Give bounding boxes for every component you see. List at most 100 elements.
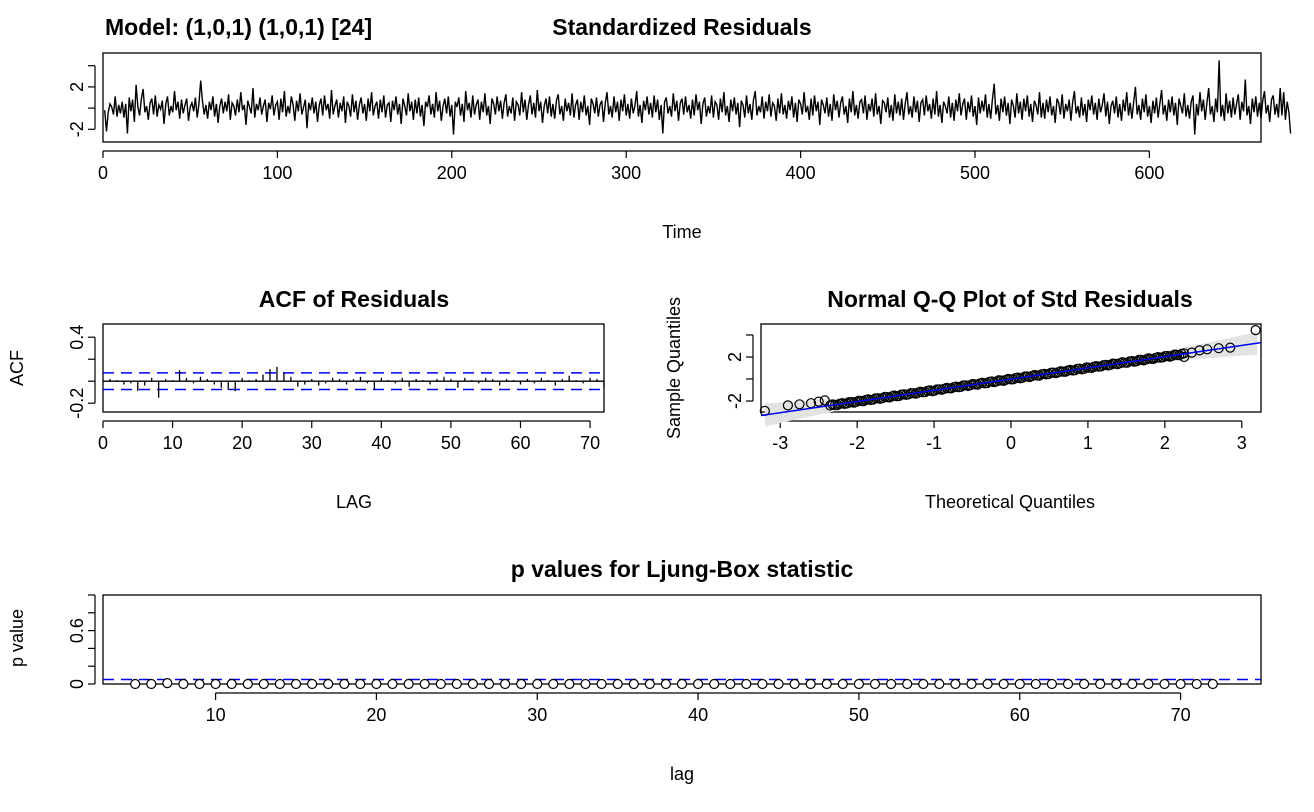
p-value-point	[1014, 678, 1025, 690]
p-value-point	[274, 678, 285, 690]
p-value-point	[242, 678, 253, 690]
ljung-box-title: p values for Ljung-Box statistic	[511, 556, 854, 582]
p-value-point	[290, 678, 302, 690]
p-value-point	[902, 678, 913, 690]
p-value-point	[966, 678, 977, 690]
x-tick-label: 3	[1237, 433, 1247, 453]
p-value-point	[258, 678, 269, 690]
acf-panel: 0 10 20 30 40 50 60 70 -0.2 0.4	[67, 323, 605, 453]
p-value-point	[869, 678, 881, 690]
p-value-point	[596, 678, 607, 690]
x-tick-label: 400	[786, 163, 816, 183]
p-value-point	[805, 678, 816, 690]
x-tick-label: 10	[206, 705, 226, 725]
p-value-point	[580, 678, 591, 690]
p-value-point	[885, 678, 897, 690]
qq-point	[819, 395, 830, 406]
y-tick-label: -2	[67, 121, 87, 137]
x-tick-label: 40	[371, 433, 391, 453]
plot-frame	[102, 323, 605, 413]
p-value-point	[1207, 678, 1218, 690]
p-value-point	[500, 678, 511, 690]
p-value-point	[934, 678, 945, 690]
qq-point	[1178, 351, 1190, 363]
p-value-point	[1127, 678, 1138, 690]
p-value-point	[403, 678, 414, 690]
p-value-point	[162, 677, 173, 689]
p-value-point	[178, 678, 189, 690]
p-value-point	[516, 678, 527, 690]
acf-xlabel: LAG	[336, 492, 372, 512]
qq-title: Normal Q-Q Plot of Std Residuals	[827, 286, 1192, 312]
residuals-title: Standardized Residuals	[552, 14, 811, 40]
y-tick-label: 2	[725, 352, 745, 362]
ljung-box-panel: 10 20 30 40 50 60 70 0 0.6	[67, 594, 1262, 725]
y-tick-label: 2	[67, 82, 87, 92]
qq-point	[782, 400, 794, 411]
x-tick-label: 30	[527, 705, 547, 725]
residuals-xlabel: Time	[662, 222, 701, 242]
qq-xlabel: Theoretical Quantiles	[925, 492, 1095, 512]
p-value-point	[1111, 678, 1122, 690]
p-value-point	[210, 678, 221, 690]
x-tick-label: 100	[262, 163, 292, 183]
p-value-point	[371, 678, 382, 690]
plot-frame	[102, 594, 1262, 685]
p-value-point	[1143, 678, 1154, 690]
p-value-point	[628, 678, 639, 690]
y-tick-label: -2	[725, 393, 745, 409]
y-tick-label: 0.6	[67, 618, 87, 643]
x-tick-label: 2	[1160, 433, 1170, 453]
x-tick-label: 0	[98, 163, 108, 183]
x-tick-label: 0	[1006, 433, 1016, 453]
ljung-box-ylabel: p value	[7, 609, 27, 667]
p-value-point	[773, 678, 784, 690]
p-value-point	[564, 678, 575, 690]
p-value-point	[419, 678, 430, 690]
p-value-point	[1191, 678, 1202, 690]
p-value-point	[146, 678, 157, 690]
x-tick-label: 70	[580, 433, 600, 453]
p-value-point	[789, 678, 800, 690]
x-tick-label: -1	[926, 433, 942, 453]
x-tick-label: 40	[688, 705, 708, 725]
x-tick-label: 0	[98, 433, 108, 453]
x-tick-label: 20	[232, 433, 252, 453]
x-tick-label: 30	[302, 433, 322, 453]
p-value-point	[612, 678, 623, 690]
qq-reference-line	[760, 341, 1262, 417]
plot-frame	[760, 323, 1262, 413]
x-tick-label: 200	[437, 163, 467, 183]
ljung-box-xlabel: lag	[670, 764, 694, 784]
p-value-point	[532, 678, 543, 690]
x-tick-label: 20	[366, 705, 386, 725]
residuals-panel: 0 100 200 300 400 500 600 -2 2	[67, 52, 1292, 183]
x-tick-label: 50	[441, 433, 461, 453]
p-value-point	[998, 678, 1009, 690]
qq-panel: -3 -2 -1 0 1 2 3 -2 2	[725, 323, 1262, 453]
p-value-point	[1095, 678, 1106, 690]
p-value-point	[692, 678, 704, 690]
x-tick-label: 300	[611, 163, 641, 183]
x-tick-label: 60	[510, 433, 530, 453]
p-value-point	[660, 678, 672, 690]
p-value-point	[307, 678, 318, 690]
p-value-point	[194, 678, 205, 690]
p-value-point	[1175, 678, 1186, 690]
qq-point	[1250, 325, 1261, 336]
x-tick-label: 10	[163, 433, 183, 453]
residual-series-line	[104, 60, 1292, 135]
p-value-point	[644, 678, 655, 690]
p-value-point	[1030, 678, 1041, 690]
x-tick-label: 1	[1083, 433, 1093, 453]
qq-point	[794, 399, 805, 410]
acf-ylabel: ACF	[7, 350, 27, 386]
qq-point	[813, 396, 824, 407]
p-value-point	[323, 678, 334, 690]
p-value-point	[676, 678, 688, 690]
y-tick-label: 0	[67, 679, 87, 689]
p-value-point	[451, 678, 462, 690]
p-value-point	[467, 678, 478, 690]
model-label: Model: (1,0,1) (1,0,1) [24]	[105, 14, 372, 40]
